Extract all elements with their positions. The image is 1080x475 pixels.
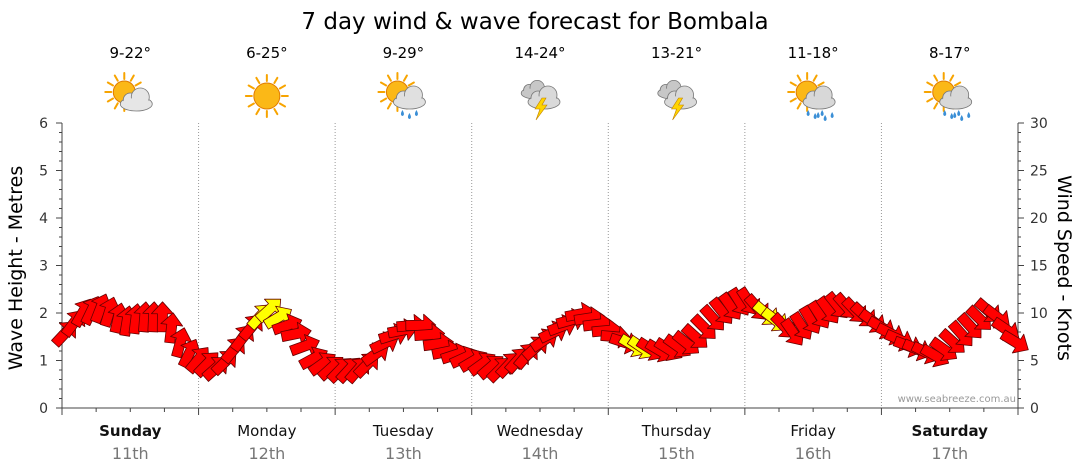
left-tick-label: 3 — [39, 259, 48, 275]
temperature-label: 11-18° — [788, 44, 839, 62]
temperature-label: 14-24° — [514, 44, 565, 62]
right-tick-label: 5 — [1030, 354, 1039, 370]
day-name-label: Tuesday — [372, 422, 434, 440]
wind-arrows — [51, 286, 1029, 385]
left-y-axis: 0 1 2 3 4 5 6 — [39, 116, 62, 417]
x-axis: Sunday 11th Monday 12th Tuesday 13th Wednesday… — [61, 408, 1019, 463]
temperature-label: 9-22° — [110, 44, 152, 62]
left-tick-label: 0 — [39, 401, 48, 417]
day-name-label: Wednesday — [497, 422, 584, 440]
day-name-label: Friday — [790, 422, 836, 440]
left-axis-title: Wave Height - Metres — [5, 166, 27, 370]
wind-arrow — [956, 312, 982, 339]
right-tick-label: 10 — [1030, 306, 1048, 322]
day-date-label: 11th — [112, 444, 149, 463]
day-name-label: Thursday — [641, 422, 712, 440]
left-tick-label: 6 — [39, 116, 48, 132]
day-date-label: 12th — [248, 444, 285, 463]
wind-arrow — [965, 304, 991, 330]
rain-icon — [787, 72, 836, 121]
left-tick-label: 1 — [39, 354, 48, 370]
storm-icon — [520, 80, 561, 121]
day-date-label: 17th — [931, 444, 968, 463]
right-tick-label: 15 — [1030, 259, 1048, 275]
right-tick-label: 0 — [1030, 401, 1039, 417]
day-date-label: 14th — [522, 444, 559, 463]
right-tick-label: 20 — [1030, 211, 1048, 227]
day-date-label: 13th — [385, 444, 422, 463]
wind-arrow — [170, 327, 193, 359]
shower-icon — [377, 72, 426, 119]
temperature-row: 9-22° 6-25° 9-29° 14-24° 13-21° 11-18° 8-17° — [110, 44, 971, 62]
temperature-label: 6-25° — [246, 44, 288, 62]
temperature-label: 8-17° — [929, 44, 971, 62]
storm-icon — [657, 80, 697, 121]
day-name-label: Saturday — [912, 422, 989, 440]
right-tick-label: 30 — [1030, 116, 1048, 132]
day-date-label: 15th — [658, 444, 695, 463]
wind-arrow — [160, 312, 184, 344]
left-tick-label: 4 — [39, 211, 48, 227]
right-axis-title: Wind Speed - Knots — [1053, 175, 1075, 361]
temperature-label: 13-21° — [651, 44, 702, 62]
wind-arrow — [999, 329, 1029, 354]
partly-cloudy-icon — [104, 72, 153, 112]
rain-icon — [923, 72, 973, 121]
day-date-label: 16th — [795, 444, 832, 463]
day-name-label: Monday — [237, 422, 296, 440]
left-tick-label: 2 — [39, 306, 48, 322]
left-tick-label: 5 — [39, 164, 48, 180]
temperature-label: 9-29° — [383, 44, 425, 62]
right-tick-label: 25 — [1030, 164, 1048, 180]
day-name-label: Sunday — [99, 422, 162, 440]
chart-title: 7 day wind & wave forecast for Bombala — [301, 9, 768, 35]
watermark: www.seabreeze.com.au — [898, 394, 1016, 405]
weather-icon-row — [104, 72, 973, 121]
sunny-icon — [244, 74, 289, 118]
right-y-axis: 0 5 10 15 20 25 30 — [1018, 116, 1048, 417]
